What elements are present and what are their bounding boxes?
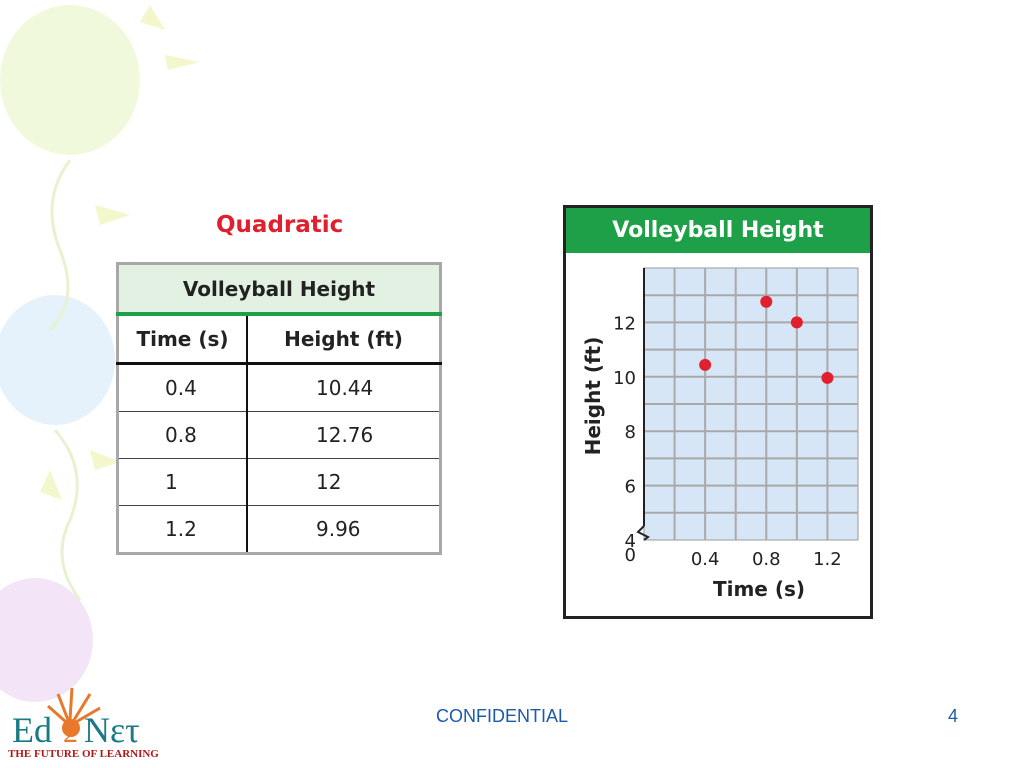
column-header-height: Height (ft) — [247, 314, 441, 365]
confidential-label: CONFIDENTIAL — [436, 706, 569, 726]
x-tick-label: 0.4 — [691, 549, 720, 570]
data-point — [699, 358, 712, 371]
svg-text:Nετ: Nετ — [84, 710, 140, 748]
table-cell-height: 10.44 — [247, 363, 441, 412]
table-header-row: Time (s) Height (ft) — [117, 314, 441, 365]
ed2net-logo-graphic: Ed 2 Nετ — [12, 687, 140, 750]
table-cell-time: 0.4 — [117, 363, 248, 412]
svg-text:2: 2 — [63, 716, 78, 748]
table-row: 1 12 — [117, 458, 441, 506]
table-row: 0.8 12.76 — [117, 411, 441, 459]
x-tick-label: 1.2 — [813, 549, 842, 570]
page-number: 4 — [948, 706, 959, 726]
table-cell-height: 12 — [247, 458, 441, 506]
y-tick-label: 8 — [625, 422, 636, 443]
table-cell-time: 1.2 — [117, 505, 248, 554]
y-tick-label: 4 — [625, 531, 636, 552]
scatter-chart-panel: Volleyball Height 4 6 8 10 12 0 0.4 0.8 1.2 Time … — [563, 205, 873, 619]
data-point — [760, 295, 773, 308]
column-header-time: Time (s) — [117, 314, 248, 365]
table-cell-height: 12.76 — [247, 411, 441, 459]
x-axis-label: Time (s) — [713, 577, 805, 601]
x-tick-label: 0.8 — [752, 549, 781, 570]
table-caption-row: Volleyball Height — [117, 263, 441, 316]
y-axis-label: Height (ft) — [581, 337, 605, 456]
data-point — [790, 316, 803, 329]
table-row: 1.2 9.96 — [117, 505, 441, 554]
table-cell-height: 9.96 — [247, 505, 441, 554]
y-axis-break — [636, 525, 650, 541]
table-row: 0.4 10.44 — [117, 363, 441, 412]
logo-tagline: THE FUTURE OF LEARNING — [8, 748, 159, 760]
volleyball-height-table: Volleyball Height Time (s) Height (ft) 0… — [116, 262, 442, 555]
origin-label: 0 — [625, 545, 636, 566]
chart-heading: Quadratic — [216, 212, 344, 238]
svg-text:Ed: Ed — [12, 710, 52, 748]
y-tick-label: 10 — [613, 368, 636, 389]
y-tick-label: 12 — [613, 313, 636, 334]
data-point — [821, 371, 834, 384]
table-title: Volleyball Height — [117, 263, 441, 316]
y-tick-label: 6 — [625, 477, 636, 498]
ed2net-logo: Ed 2 Nετ — [8, 680, 168, 752]
scatter-plot: 4 6 8 10 12 0 0.4 0.8 1.2 Time (s) Height (ft) — [581, 267, 859, 601]
table-cell-time: 1 — [117, 458, 248, 506]
table-cell-time: 0.8 — [117, 411, 248, 459]
chart-title: Volleyball Height — [566, 208, 870, 253]
